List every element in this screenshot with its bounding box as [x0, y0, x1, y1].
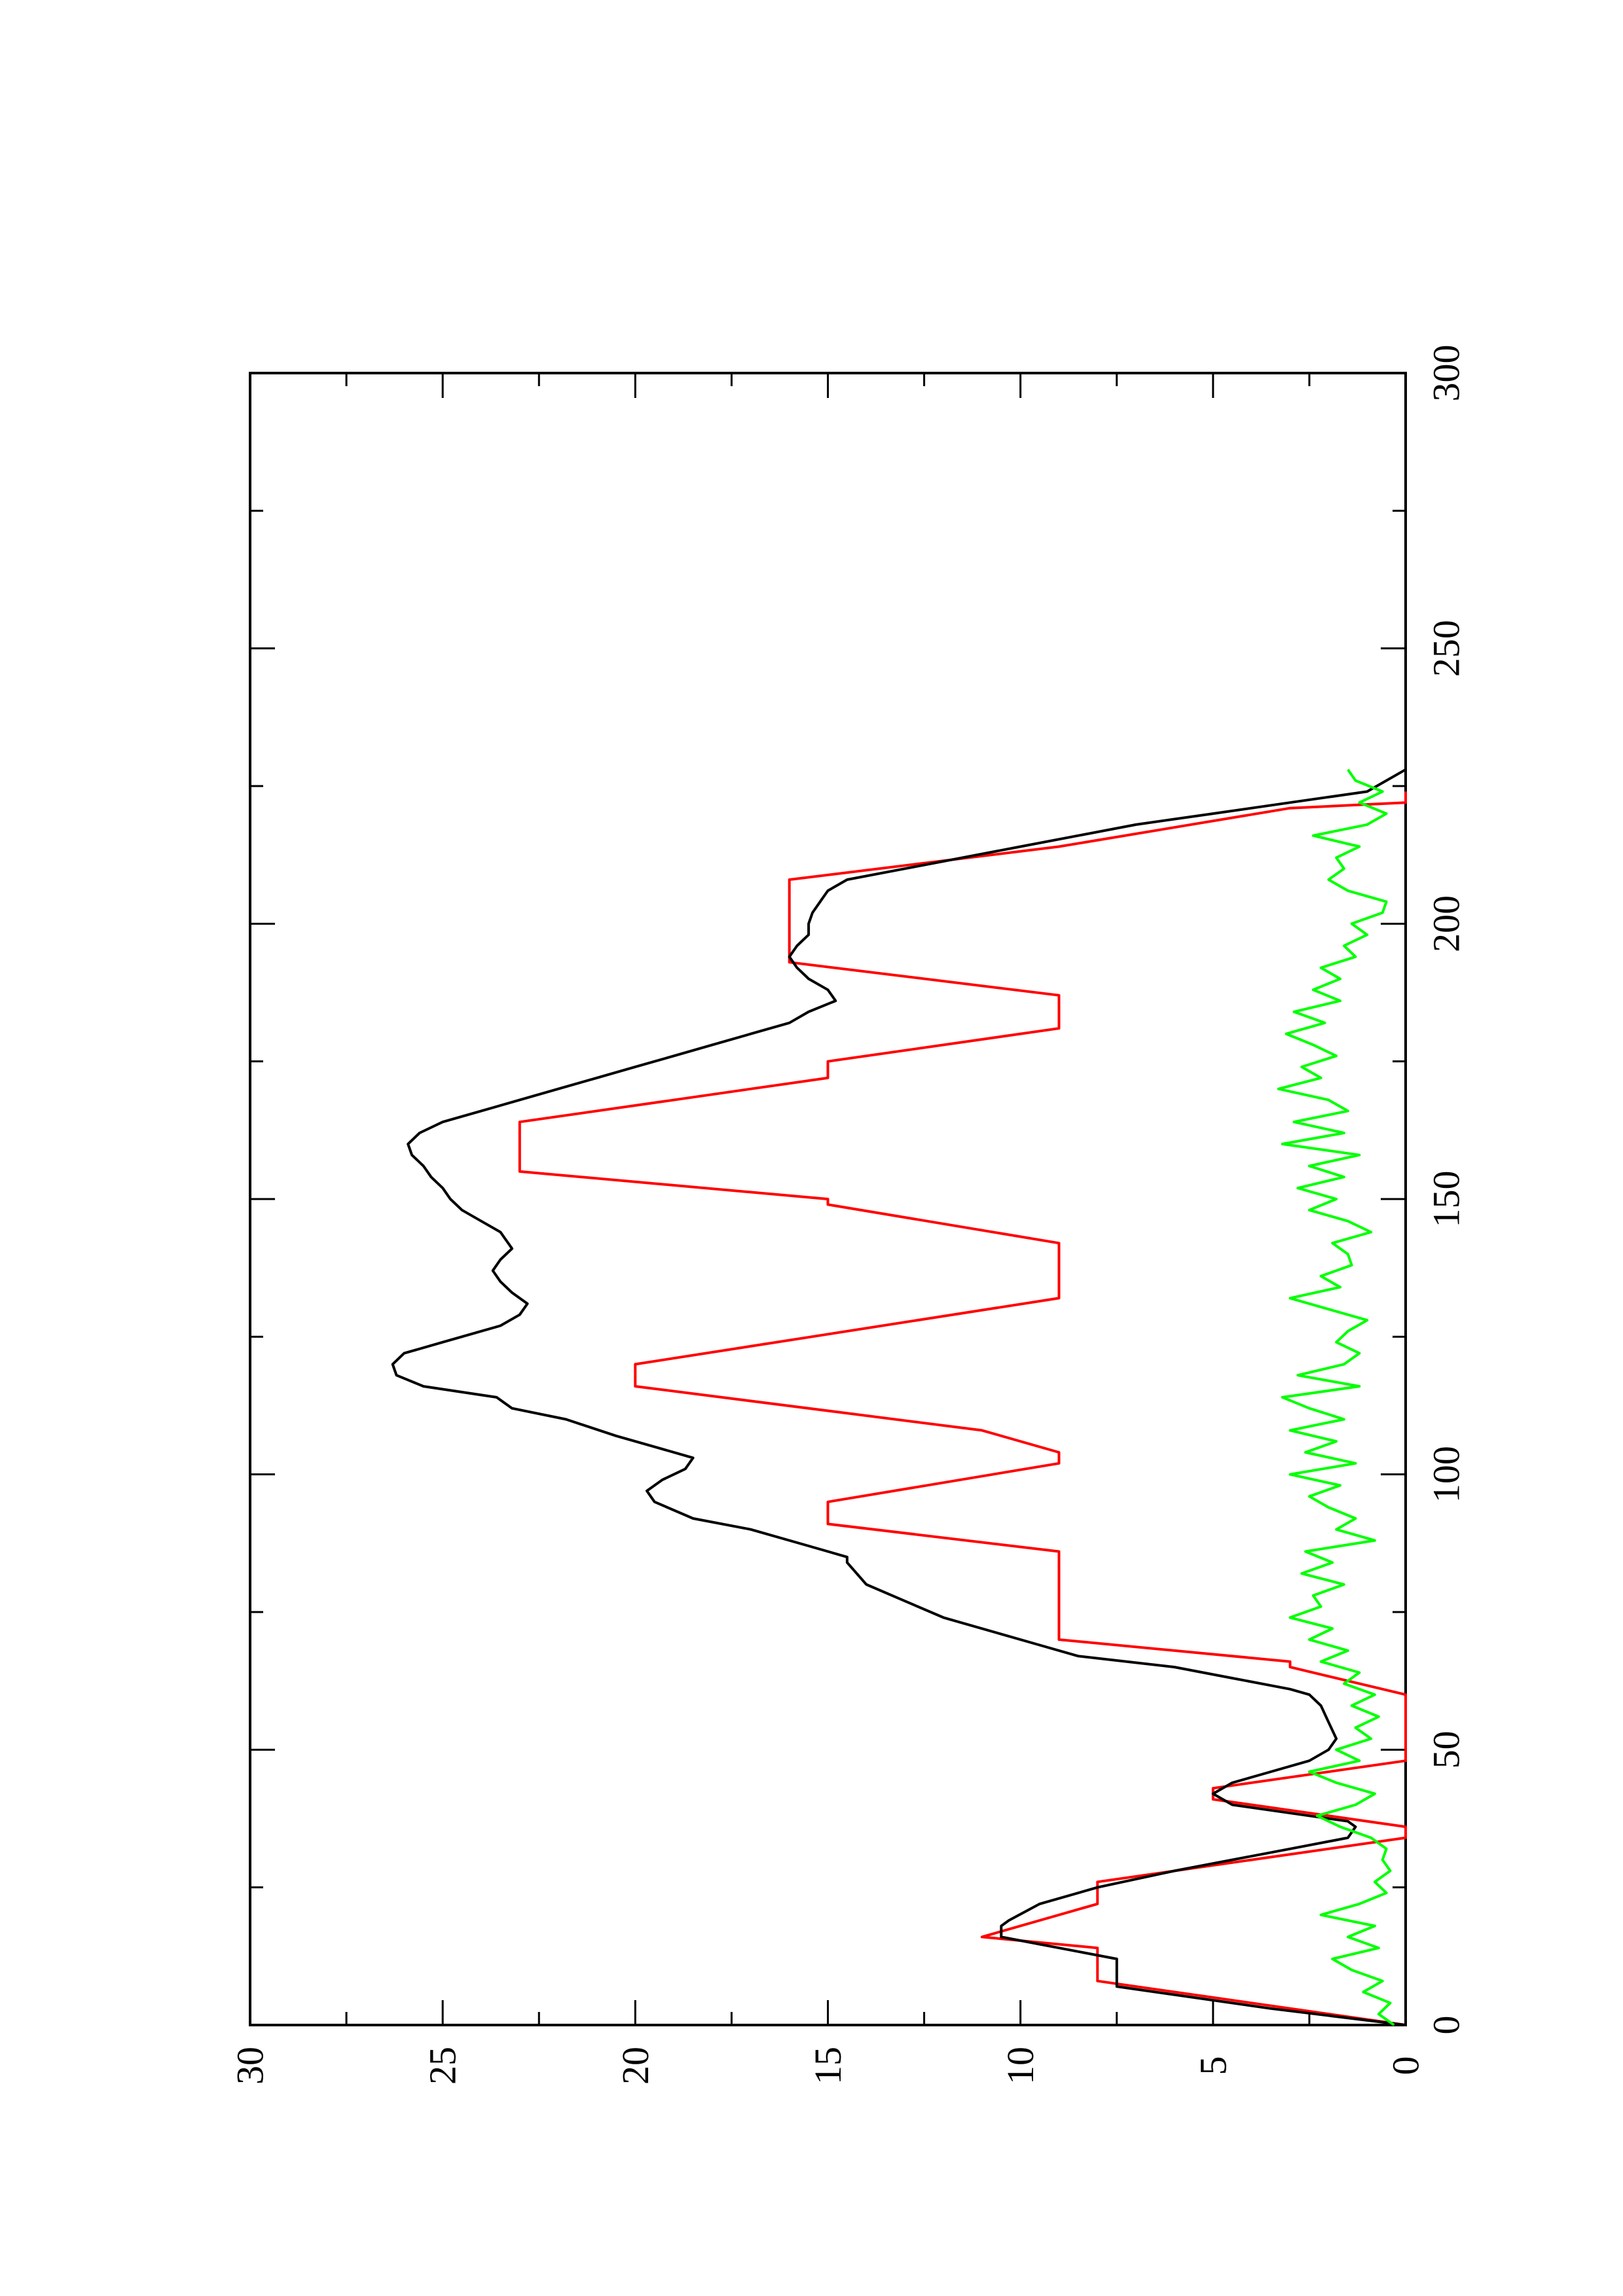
y-tick-label: 20: [614, 2047, 657, 2085]
series-line-2: [391, 768, 1406, 2026]
x-tick-label: 300: [1425, 345, 1468, 402]
x-tick-label: 50: [1425, 1731, 1468, 1768]
series-line-3: [1277, 768, 1395, 2026]
x-tick-label: 100: [1425, 1446, 1468, 1503]
y-tick-label: 0: [1385, 2056, 1427, 2075]
x-tick-label: 200: [1425, 895, 1468, 952]
y-tick-label: 10: [999, 2047, 1042, 2085]
series-line-1: [518, 791, 1407, 2026]
series-layer: [391, 768, 1407, 2026]
y-tick-label: 25: [422, 2047, 464, 2085]
y-tick-label: 30: [229, 2047, 272, 2085]
x-axis: 0 50 100 150 200 250 300: [250, 345, 1468, 2035]
x-tick-label: 250: [1425, 620, 1468, 677]
y-axis: 0 5 10 15 20 25 30: [229, 373, 1427, 2085]
y-tick-label: 5: [1192, 2056, 1234, 2075]
x-tick-label: 0: [1425, 2016, 1468, 2035]
x-tick-label: 150: [1425, 1171, 1468, 1228]
y-tick-label: 15: [807, 2047, 849, 2085]
